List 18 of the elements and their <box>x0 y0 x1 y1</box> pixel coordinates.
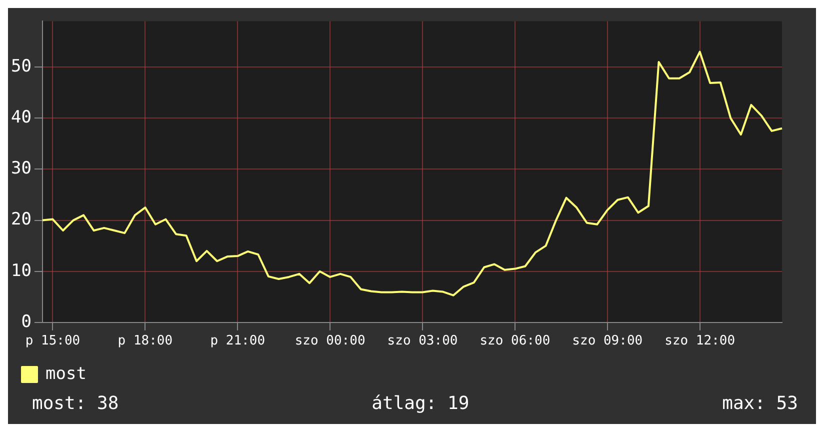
x-tick-label: szo 12:00 <box>664 334 736 349</box>
y-tick-label: 30 <box>10 158 32 179</box>
y-tick-label: 50 <box>10 56 32 77</box>
text: átlag: 19 <box>372 393 470 414</box>
x-tick-label: szo 06:00 <box>480 334 550 349</box>
x-tick-label: szo 03:00 <box>387 334 458 349</box>
x-tick-label: p 18:00 <box>118 334 173 349</box>
text: max: 53 <box>722 393 798 414</box>
y-tick-label: 0 <box>21 312 32 332</box>
y-tick-label: 40 <box>10 108 32 128</box>
legend-label: most <box>46 364 86 384</box>
x-tick-label: p 21:00 <box>210 334 266 349</box>
x-tick-label: szo 00:00 <box>294 334 366 349</box>
x-tick-label: p 15:00 <box>25 334 80 349</box>
y-tick-label: 20 <box>10 210 32 230</box>
x-tick-label: szo 09:00 <box>572 334 643 349</box>
text: most: 38 <box>32 393 119 414</box>
y-tick-label: 10 <box>10 260 32 281</box>
